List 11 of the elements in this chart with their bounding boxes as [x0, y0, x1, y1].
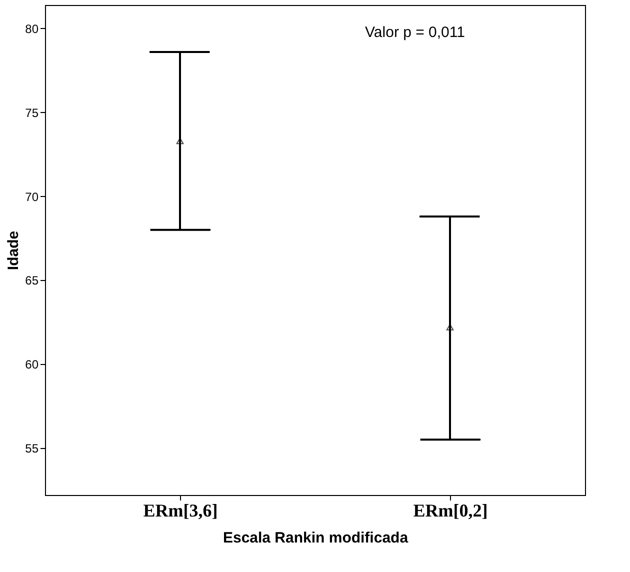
y-tick-label: 60 [25, 358, 39, 372]
annotation: Valor p = 0,011 [365, 24, 465, 41]
x-tick-label: ERm[0,2] [413, 500, 488, 520]
y-tick-label: 70 [25, 190, 39, 204]
y-tick-label: 65 [25, 274, 39, 288]
x-tick-label: ERm[3,6] [143, 500, 218, 520]
x-axis-title: Escala Rankin modificada [222, 530, 409, 546]
y-tick-label: 55 [25, 442, 39, 456]
y-tick-label: 75 [25, 106, 39, 120]
y-tick-label: 80 [25, 22, 39, 36]
y-axis-title: Idade [5, 230, 22, 270]
